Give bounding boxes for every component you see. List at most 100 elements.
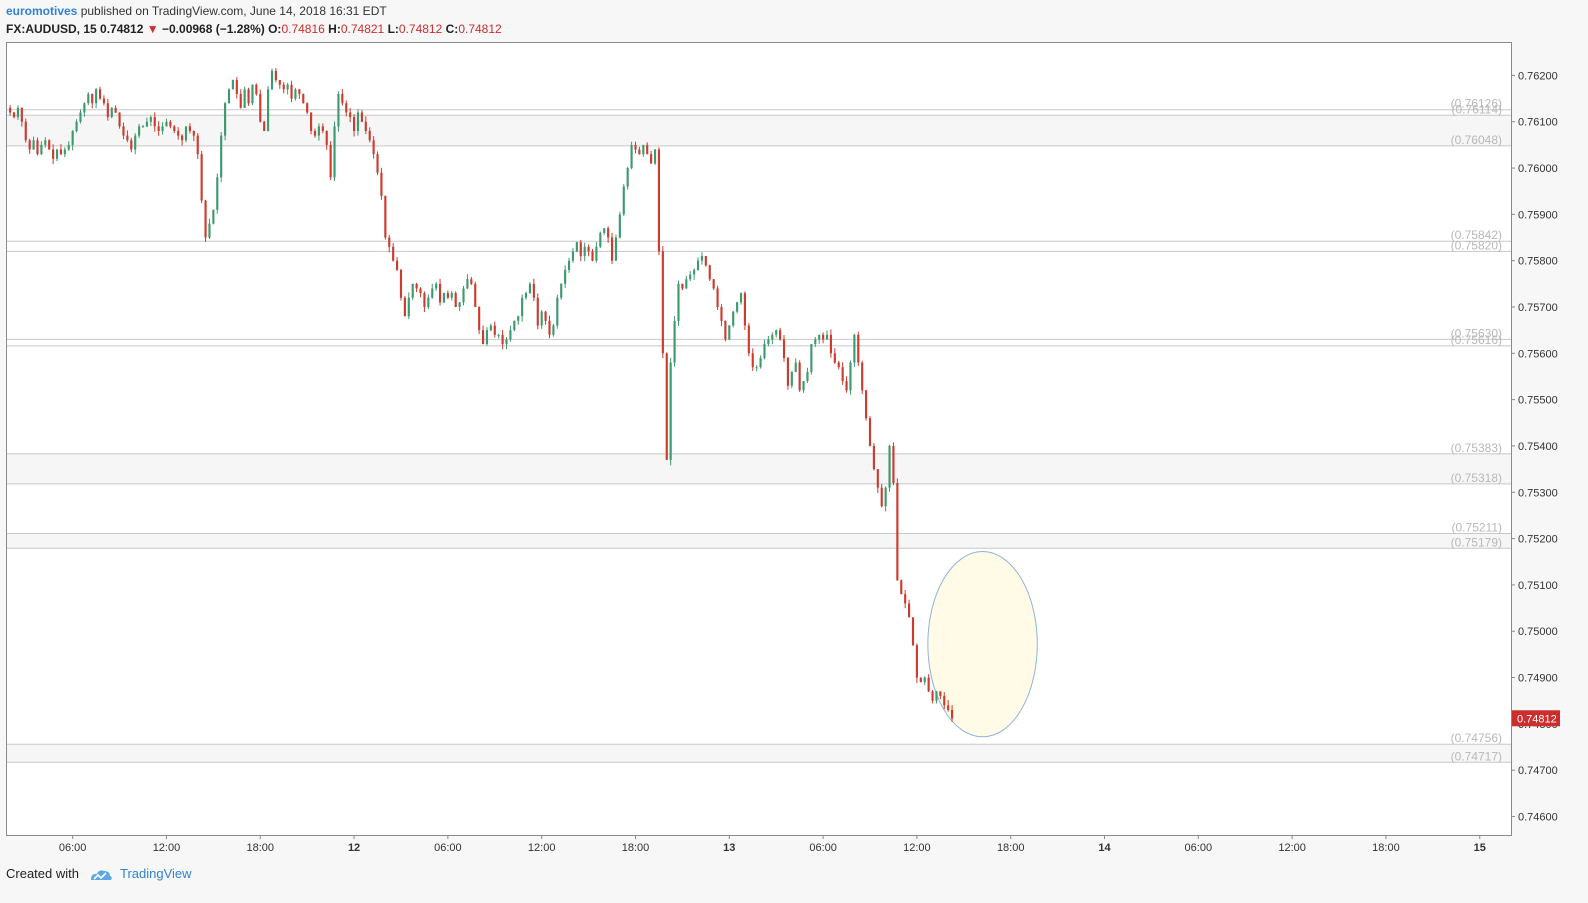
- level-label-5: (0.75630): [1451, 326, 1502, 340]
- candle: [75, 121, 78, 131]
- level-label-11: (0.74756): [1451, 731, 1502, 745]
- candle: [775, 330, 778, 335]
- candle: [353, 117, 356, 131]
- author-name[interactable]: euromotives: [6, 4, 78, 18]
- candle: [931, 691, 934, 701]
- candle: [481, 330, 485, 345]
- candle: [923, 677, 926, 683]
- candle: [509, 330, 512, 340]
- candle: [587, 246, 590, 252]
- candle: [814, 339, 817, 345]
- candle: [208, 223, 211, 238]
- candle: [388, 237, 391, 247]
- candle: [564, 269, 567, 284]
- candle: [83, 103, 86, 113]
- candle: [673, 320, 676, 363]
- candle: [16, 107, 20, 118]
- y-tick-label-2: 0.76000: [1518, 163, 1558, 175]
- candle: [224, 103, 227, 136]
- candle: [767, 339, 770, 345]
- candle: [192, 131, 195, 136]
- candle: [474, 283, 477, 307]
- candle: [227, 89, 231, 104]
- candle: [91, 93, 94, 104]
- candle: [71, 131, 74, 145]
- candle: [845, 381, 848, 391]
- candle: [427, 297, 430, 307]
- candle: [841, 367, 844, 382]
- candle: [868, 418, 872, 446]
- candle: [200, 154, 203, 201]
- candle: [704, 256, 707, 266]
- candle: [521, 297, 524, 317]
- x-tick-label-13: 12:00: [1278, 842, 1306, 854]
- candle: [818, 334, 821, 340]
- candle: [325, 131, 328, 145]
- candle: [446, 293, 449, 298]
- low-value: 0.74812: [398, 22, 443, 36]
- y-tick-label-7: 0.75500: [1518, 395, 1558, 407]
- x-tick-label-14: 18:00: [1372, 842, 1400, 854]
- tradingview-link[interactable]: TradingView: [120, 866, 192, 881]
- candle: [130, 140, 133, 150]
- y-tick-label-15: 0.74700: [1518, 765, 1558, 777]
- candle: [419, 288, 422, 294]
- candle: [556, 297, 559, 326]
- candle: [618, 214, 621, 238]
- candle: [583, 246, 586, 257]
- candle: [724, 320, 727, 340]
- candle: [106, 103, 109, 118]
- candle: [274, 70, 277, 81]
- candle: [614, 237, 618, 261]
- candle: [693, 269, 696, 275]
- symbol-label: FX:AUDUSD, 15: [6, 22, 97, 36]
- candle: [626, 168, 629, 187]
- candle: [857, 334, 860, 363]
- y-tick-label-3: 0.75900: [1518, 209, 1558, 221]
- candle: [141, 126, 145, 128]
- candle: [763, 344, 766, 358]
- candle: [282, 84, 285, 90]
- candle: [395, 260, 399, 270]
- candle: [161, 126, 164, 131]
- level-label-9: (0.75211): [1452, 520, 1502, 534]
- publish-header: euromotives published on TradingView.com…: [6, 4, 387, 19]
- candle: [364, 121, 367, 131]
- candle: [134, 135, 137, 150]
- level-label-4: (0.75820): [1451, 238, 1502, 252]
- candle: [630, 144, 633, 169]
- candle: [458, 302, 461, 307]
- candle: [360, 112, 363, 122]
- candle: [513, 320, 516, 331]
- candle: [951, 709, 954, 719]
- candle: [204, 200, 207, 238]
- candle: [638, 149, 641, 155]
- candle: [149, 117, 152, 122]
- candle: [67, 144, 70, 150]
- candle: [779, 330, 782, 340]
- candle: [736, 302, 739, 312]
- candle: [431, 288, 434, 298]
- level-label-3: (0.75842): [1451, 228, 1502, 242]
- candle: [947, 705, 950, 710]
- candle: [98, 89, 102, 99]
- chart-plot-area[interactable]: [6, 42, 1512, 836]
- candle: [251, 84, 254, 104]
- candle: [849, 362, 852, 391]
- candle: [552, 325, 555, 335]
- y-tick-label-11: 0.75100: [1518, 580, 1558, 592]
- y-tick-label-1: 0.76100: [1518, 117, 1558, 129]
- candle: [782, 339, 786, 358]
- candle: [196, 135, 199, 155]
- level-zone-3: [7, 744, 1511, 763]
- candle: [24, 121, 27, 141]
- last-price-tag-label: 0.74812: [1517, 713, 1557, 725]
- candle: [865, 390, 868, 419]
- candle: [536, 297, 539, 326]
- candle: [896, 483, 899, 581]
- candle: [876, 469, 879, 488]
- candle: [122, 126, 125, 136]
- x-tick-label-2: 18:00: [247, 842, 275, 854]
- candle: [470, 279, 473, 284]
